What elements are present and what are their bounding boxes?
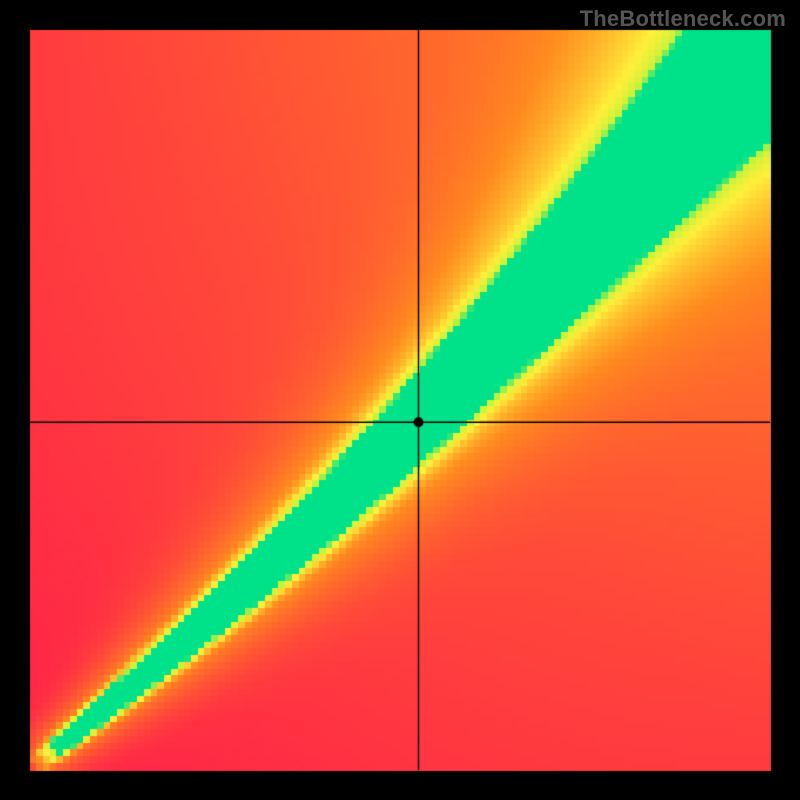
bottleneck-heatmap — [0, 0, 800, 800]
chart-container: TheBottleneck.com — [0, 0, 800, 800]
watermark-label: TheBottleneck.com — [580, 6, 786, 32]
